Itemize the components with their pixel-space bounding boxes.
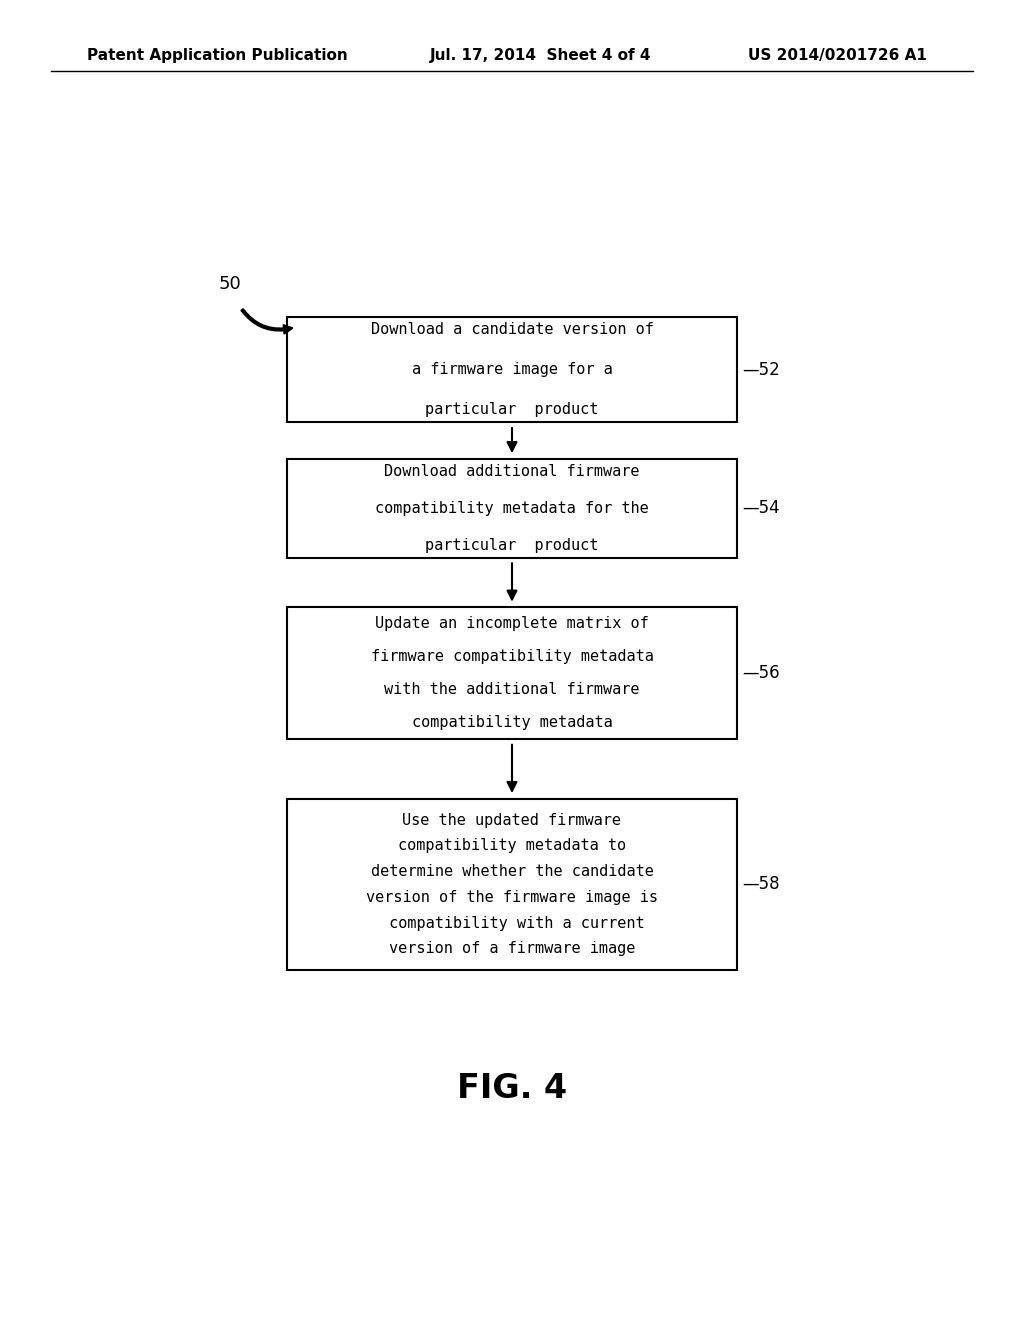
Text: version of the firmware image is: version of the firmware image is [366, 890, 658, 904]
Text: FIG. 4: FIG. 4 [457, 1072, 567, 1106]
FancyBboxPatch shape [287, 607, 737, 739]
Text: compatibility with a current: compatibility with a current [380, 916, 644, 931]
FancyBboxPatch shape [287, 317, 737, 422]
Text: version of a firmware image: version of a firmware image [389, 941, 635, 956]
Text: US 2014/0201726 A1: US 2014/0201726 A1 [748, 48, 927, 63]
Text: with the additional firmware: with the additional firmware [384, 682, 640, 697]
Text: —56: —56 [742, 664, 780, 682]
Text: compatibility metadata: compatibility metadata [412, 715, 612, 730]
Text: particular  product: particular product [425, 537, 599, 553]
Text: —52: —52 [742, 360, 780, 379]
Text: firmware compatibility metadata: firmware compatibility metadata [371, 649, 653, 664]
Text: compatibility metadata to: compatibility metadata to [398, 838, 626, 853]
Text: compatibility metadata for the: compatibility metadata for the [375, 500, 649, 516]
FancyBboxPatch shape [287, 799, 737, 970]
Text: a firmware image for a: a firmware image for a [412, 362, 612, 378]
Text: particular  product: particular product [425, 401, 599, 417]
Text: determine whether the candidate: determine whether the candidate [371, 865, 653, 879]
FancyArrowPatch shape [242, 309, 292, 334]
Text: —58: —58 [742, 875, 780, 894]
Text: Use the updated firmware: Use the updated firmware [402, 813, 622, 828]
Text: 50: 50 [219, 275, 242, 293]
Text: Patent Application Publication: Patent Application Publication [87, 48, 348, 63]
Text: Download a candidate version of: Download a candidate version of [371, 322, 653, 338]
Text: Update an incomplete matrix of: Update an incomplete matrix of [375, 616, 649, 631]
Text: Download additional firmware: Download additional firmware [384, 463, 640, 479]
FancyBboxPatch shape [287, 459, 737, 557]
Text: Jul. 17, 2014  Sheet 4 of 4: Jul. 17, 2014 Sheet 4 of 4 [430, 48, 651, 63]
Text: —54: —54 [742, 499, 780, 517]
